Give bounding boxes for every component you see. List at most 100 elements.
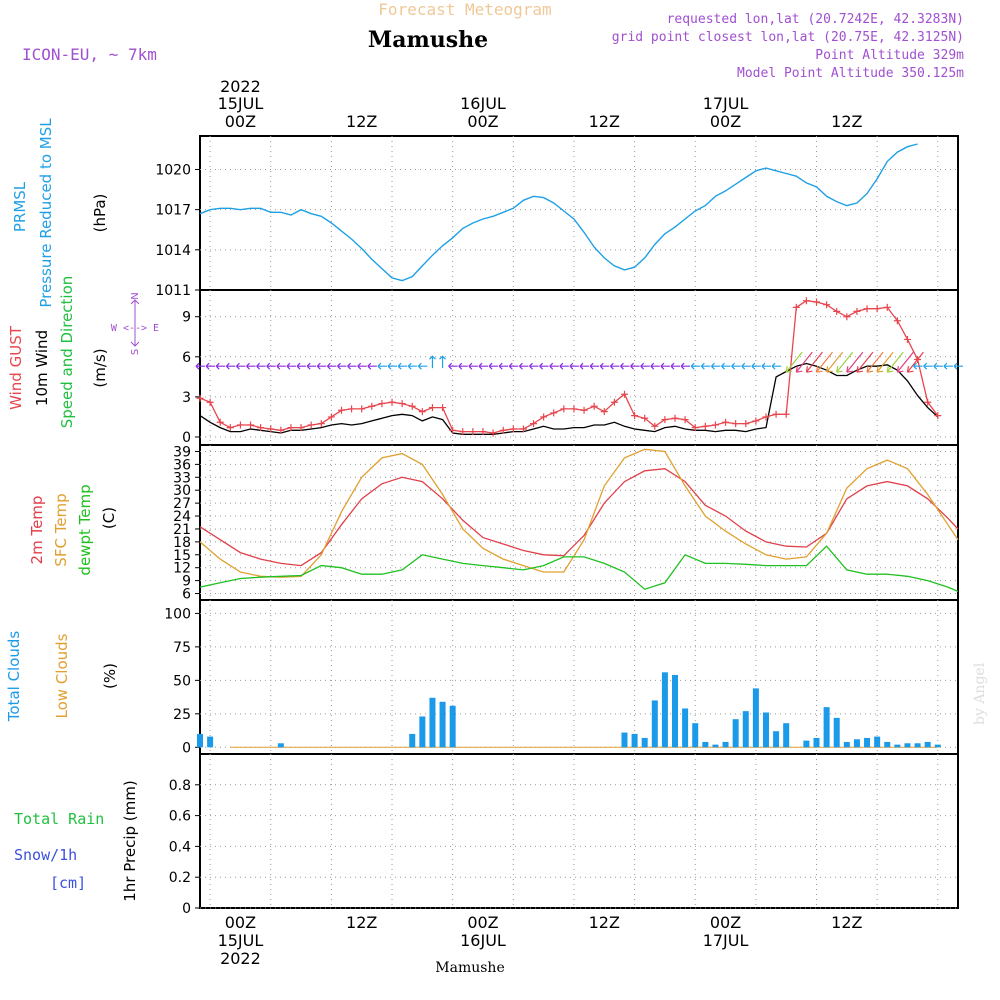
cloud-bar-55 xyxy=(752,688,759,748)
cloud-bar-47 xyxy=(672,674,679,748)
rain-label: Total Rain xyxy=(14,810,104,828)
bottom-date-label-4: 17JUL xyxy=(703,931,749,950)
dew-line xyxy=(199,545,959,592)
cloud-bar-42 xyxy=(621,732,628,748)
gust-marker-39 xyxy=(590,402,598,410)
gust-marker-2 xyxy=(216,418,224,426)
wind-label-3: (m/s) xyxy=(91,348,109,387)
cloud-label-2: (%) xyxy=(101,663,119,689)
wind-arrow-18 xyxy=(377,362,387,370)
cloud-bar-56 xyxy=(762,712,769,748)
compass-s: S xyxy=(130,349,141,355)
gust-marker-19 xyxy=(388,398,396,406)
gust-marker-69 xyxy=(893,317,901,325)
gust-marker-17 xyxy=(368,402,376,410)
wind-arrow-27 xyxy=(468,362,478,370)
wind-arrow-5 xyxy=(246,362,256,370)
bottom-time-label-3: 12Z xyxy=(589,913,620,932)
top-time-label-1: 12Z xyxy=(346,112,377,131)
gust-marker-4 xyxy=(236,421,244,429)
cloud-bar-66 xyxy=(864,737,871,748)
bottom-time-label-4: 00Z xyxy=(710,913,741,932)
wind-arrow-26 xyxy=(458,362,468,370)
gust-marker-3 xyxy=(226,424,234,432)
bottom-date-label-2: 16JUL xyxy=(460,931,506,950)
top-year-label: 2022 xyxy=(220,77,261,96)
cloud-bar-1 xyxy=(207,736,214,748)
top-time-label-3: 12Z xyxy=(589,112,620,131)
snow-unit-label: [cm] xyxy=(50,874,86,892)
cloud-bar-48 xyxy=(682,708,689,748)
wind-arrow-63 xyxy=(836,351,854,373)
cloud-bar-60 xyxy=(803,740,810,748)
cloud-bar-73 xyxy=(934,744,941,748)
wind-arrow-40 xyxy=(599,362,610,370)
wind-arrow-48 xyxy=(680,362,691,370)
gust-marker-45 xyxy=(651,422,659,430)
panel-frame-3 xyxy=(199,599,959,755)
compass-arrow xyxy=(130,299,140,347)
cloud-bar-57 xyxy=(773,731,780,748)
ytick-label-2-1: 9 xyxy=(182,574,191,590)
panel-frame-4 xyxy=(199,753,959,909)
pressure-line xyxy=(199,143,918,282)
gust-marker-62 xyxy=(823,301,831,309)
gust-marker-47 xyxy=(671,414,679,422)
gust-marker-48 xyxy=(681,416,689,424)
wind-arrow-69 xyxy=(896,351,914,373)
gust-marker-15 xyxy=(348,405,356,413)
ytick-label-3-3: 75 xyxy=(173,640,191,656)
wind-arrow-51 xyxy=(711,362,721,370)
wind-arrow-38 xyxy=(579,362,590,370)
gust-marker-34 xyxy=(540,413,548,421)
wind-arrow-1 xyxy=(205,362,216,370)
cloud-bar-69 xyxy=(894,744,901,748)
gust-marker-57 xyxy=(772,410,780,418)
top-date-label-0: 15JUL xyxy=(218,94,264,113)
pressure-label-2: (hPa) xyxy=(91,194,109,233)
gust-marker-58 xyxy=(782,410,790,418)
wind-arrow-59 xyxy=(795,351,813,373)
gust-marker-33 xyxy=(530,420,538,428)
gust-marker-73 xyxy=(934,412,942,420)
bottom-time-label-0: 00Z xyxy=(225,913,256,932)
gust-marker-68 xyxy=(883,303,891,311)
wind-arrow-41 xyxy=(609,362,620,370)
cloud-bar-45 xyxy=(651,700,658,748)
ytick-label-2-8: 30 xyxy=(173,483,191,499)
gust-marker-54 xyxy=(742,420,750,428)
cloud-bar-50 xyxy=(702,741,709,748)
cloud-bar-67 xyxy=(874,736,881,748)
cloud-bar-70 xyxy=(904,743,911,748)
gust-marker-27 xyxy=(469,428,477,436)
wind-arrow-61 xyxy=(815,351,833,373)
ytick-label-2-10: 36 xyxy=(173,457,191,473)
cloud-bar-65 xyxy=(853,739,860,748)
wind-arrow-58 xyxy=(785,351,803,373)
gust-marker-11 xyxy=(307,421,315,429)
wind-arrow-62 xyxy=(826,351,844,373)
cloud-bar-72 xyxy=(924,741,931,748)
wind-arrow-29 xyxy=(488,362,499,370)
wind-arrow-8 xyxy=(276,362,286,370)
gust-marker-50 xyxy=(701,422,709,430)
wind-label-1: 10m Wind xyxy=(33,330,51,406)
credit-label: by Angel xyxy=(972,662,988,725)
gust-marker-7 xyxy=(267,425,275,433)
t2m-line xyxy=(199,468,959,567)
wind-arrow-44 xyxy=(640,362,650,370)
top-time-label-5: 12Z xyxy=(831,112,862,131)
gust-marker-60 xyxy=(802,297,810,305)
cloud-bar-52 xyxy=(722,741,729,748)
wind-arrow-66 xyxy=(866,351,884,373)
gust-marker-53 xyxy=(732,420,740,428)
gust-marker-32 xyxy=(519,425,527,433)
model-altitude: Model Point Altitude 350.125m xyxy=(737,66,964,81)
wind-arrow-22 xyxy=(417,362,428,370)
gust-marker-42 xyxy=(620,390,628,398)
ytick-label-3-1: 25 xyxy=(173,707,191,723)
wind-arrow-24 xyxy=(439,355,446,369)
wind-arrow-11 xyxy=(306,362,317,370)
gust-marker-5 xyxy=(247,421,255,429)
gust-marker-44 xyxy=(641,414,649,422)
